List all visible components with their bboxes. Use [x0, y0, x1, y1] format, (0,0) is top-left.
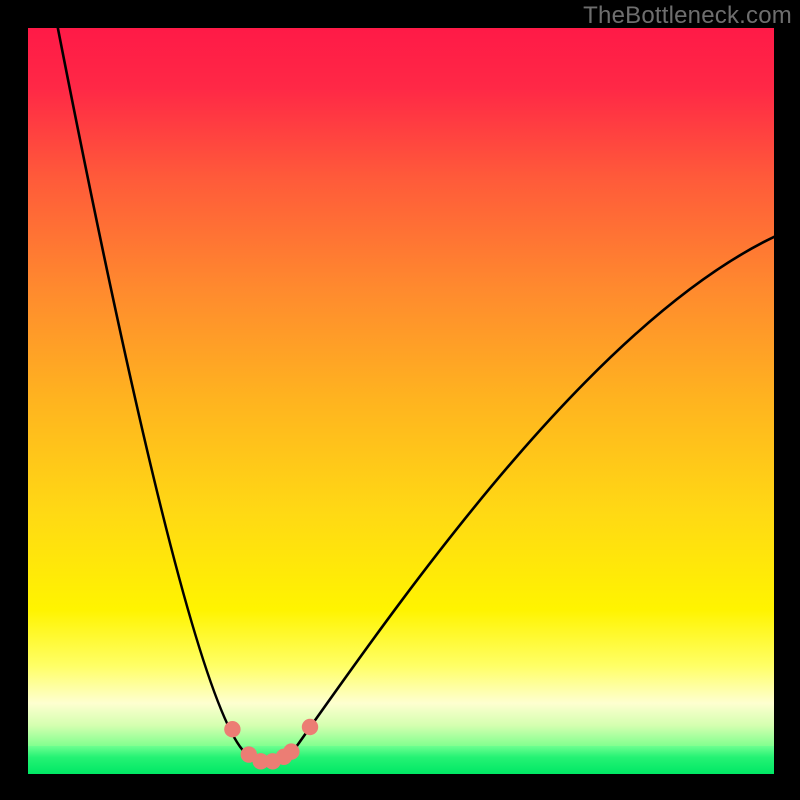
curve-marker — [302, 719, 318, 735]
marker-layer — [28, 28, 774, 774]
curve-marker — [283, 743, 299, 759]
plot-area — [28, 28, 774, 774]
curve-marker — [224, 721, 240, 737]
watermark-text: TheBottleneck.com — [583, 2, 792, 30]
